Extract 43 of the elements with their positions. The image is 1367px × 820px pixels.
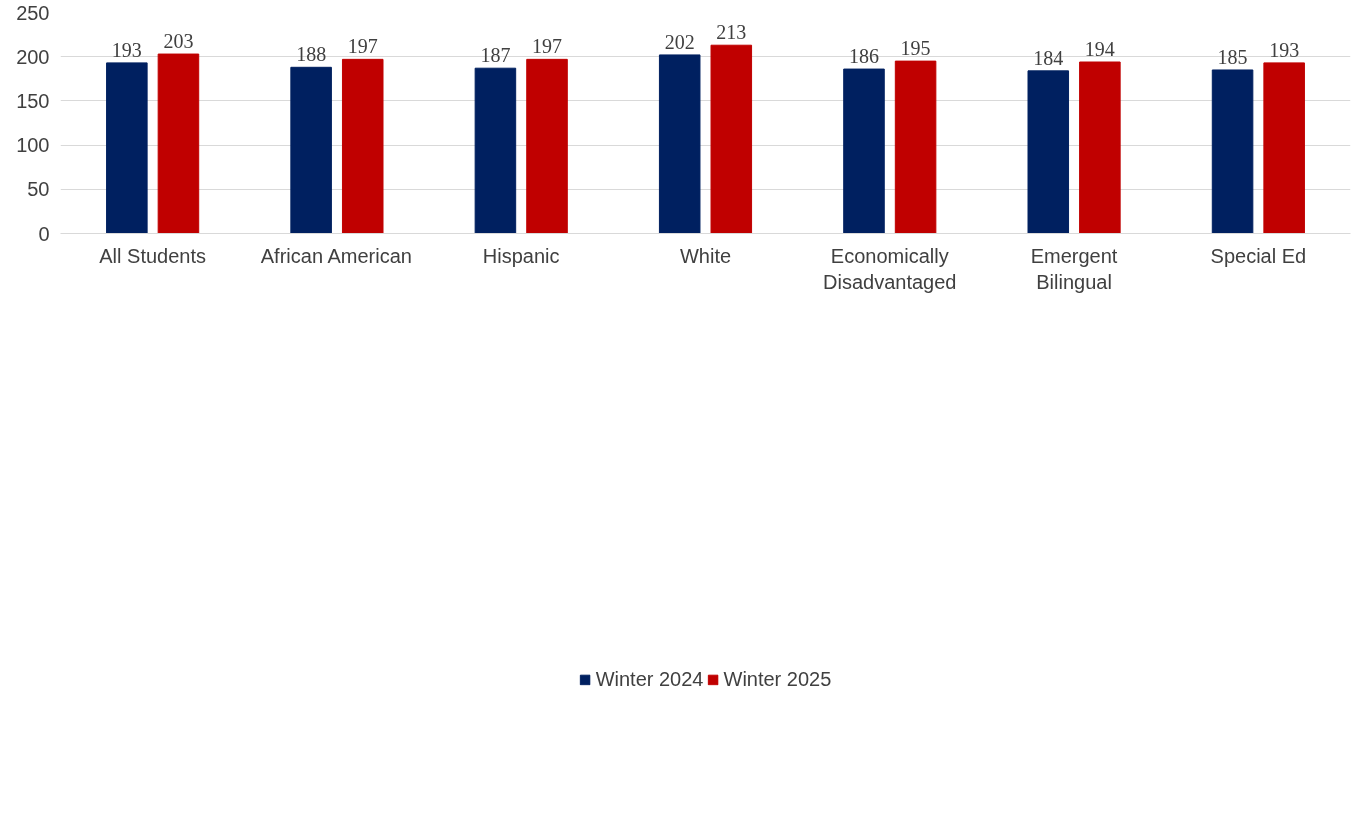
bar — [843, 68, 885, 234]
data-label: 193 — [1269, 38, 1300, 61]
y-tick-label: 200 — [16, 45, 50, 68]
x-tick-label: White — [679, 244, 732, 267]
y-tick-label: 100 — [16, 134, 50, 157]
bar — [658, 54, 701, 234]
data-label: 193 — [111, 38, 142, 61]
x-tick-label: Economically Disadvantaged — [823, 244, 957, 293]
data-label: 187 — [480, 44, 511, 67]
bar — [1211, 69, 1254, 234]
data-label: 197 — [347, 35, 378, 58]
y-tick-label: 0 — [38, 222, 50, 245]
y-tick-label: 50 — [27, 178, 50, 201]
data-label: 203 — [163, 30, 194, 53]
legend-label: Winter 2025 — [723, 667, 832, 691]
bar — [106, 62, 148, 234]
data-label: 195 — [900, 37, 931, 60]
data-label: 186 — [848, 45, 879, 68]
data-label: 202 — [664, 30, 695, 53]
data-label: 185 — [1217, 45, 1248, 68]
bar — [290, 66, 332, 234]
data-label: 194 — [1084, 38, 1115, 60]
bar — [157, 53, 200, 234]
x-tick-label: African American — [260, 244, 412, 267]
y-tick-label: 250 — [16, 1, 50, 24]
bar — [1027, 70, 1070, 234]
bar — [474, 67, 517, 234]
x-tick-label: Special Ed — [1210, 244, 1307, 267]
data-label: 184 — [1033, 46, 1064, 69]
bar — [894, 60, 937, 234]
bar — [1263, 62, 1305, 234]
data-label: 197 — [532, 35, 563, 58]
bar — [1079, 61, 1121, 234]
bar — [526, 58, 568, 234]
data-label: 188 — [296, 43, 327, 66]
x-tick-label: Emergent Bilingual — [1030, 244, 1118, 293]
bar — [710, 44, 753, 234]
data-label: 213 — [716, 21, 747, 44]
legend-label: Winter 2024 — [595, 667, 704, 691]
x-tick-label: Hispanic — [482, 244, 560, 267]
x-tick-label: All Students — [99, 244, 207, 267]
y-tick-label: 150 — [16, 89, 50, 112]
bar — [341, 58, 384, 234]
